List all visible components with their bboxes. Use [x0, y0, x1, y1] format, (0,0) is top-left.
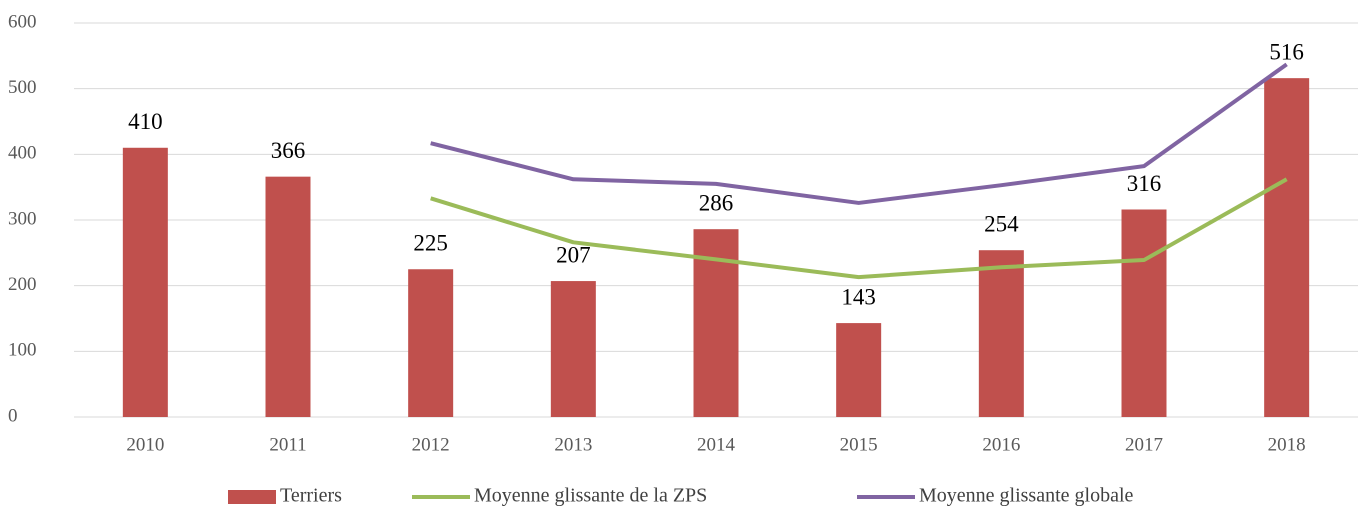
- data-label: 410: [128, 109, 163, 134]
- y-tick-label: 200: [8, 274, 37, 295]
- data-label: 225: [413, 231, 448, 256]
- line: [430, 62, 1288, 205]
- data-label: 254: [984, 211, 1019, 236]
- x-tick-label: 2013: [554, 434, 592, 455]
- legend-label: Terriers: [280, 485, 342, 507]
- bar: [978, 250, 1024, 417]
- line: [430, 177, 1288, 280]
- legend-swatch: [228, 490, 276, 504]
- data-label: 516: [1269, 39, 1304, 64]
- bar: [122, 147, 168, 417]
- data-label: 316: [1127, 171, 1162, 196]
- y-tick-label: 300: [8, 208, 37, 229]
- x-tick-label: 2010: [126, 434, 164, 455]
- bar: [1264, 78, 1310, 417]
- bar: [265, 176, 311, 417]
- y-tick-label: 400: [8, 143, 37, 164]
- x-tick-label: 2011: [269, 434, 306, 455]
- legend-label: Moyenne glissante globale: [919, 485, 1134, 507]
- x-tick-label: 2018: [1268, 434, 1306, 455]
- bar: [408, 269, 454, 417]
- y-tick-label: 600: [8, 11, 37, 32]
- legend-label: Moyenne glissante de la ZPS: [474, 485, 707, 507]
- bar: [1121, 209, 1167, 417]
- y-tick-label: 500: [8, 77, 37, 98]
- data-label: 366: [271, 138, 306, 163]
- data-label: 286: [699, 190, 734, 215]
- x-tick-label: 2017: [1125, 434, 1163, 455]
- data-label: 143: [841, 284, 876, 309]
- x-tick-label: 2016: [982, 434, 1020, 455]
- x-tick-label: 2014: [697, 434, 736, 455]
- y-tick-label: 0: [8, 405, 18, 426]
- bar: [550, 281, 596, 417]
- bar: [836, 323, 882, 417]
- x-tick-label: 2012: [412, 434, 450, 455]
- y-tick-label: 100: [8, 340, 37, 361]
- x-tick-label: 2015: [840, 434, 878, 455]
- data-label: 207: [556, 242, 591, 267]
